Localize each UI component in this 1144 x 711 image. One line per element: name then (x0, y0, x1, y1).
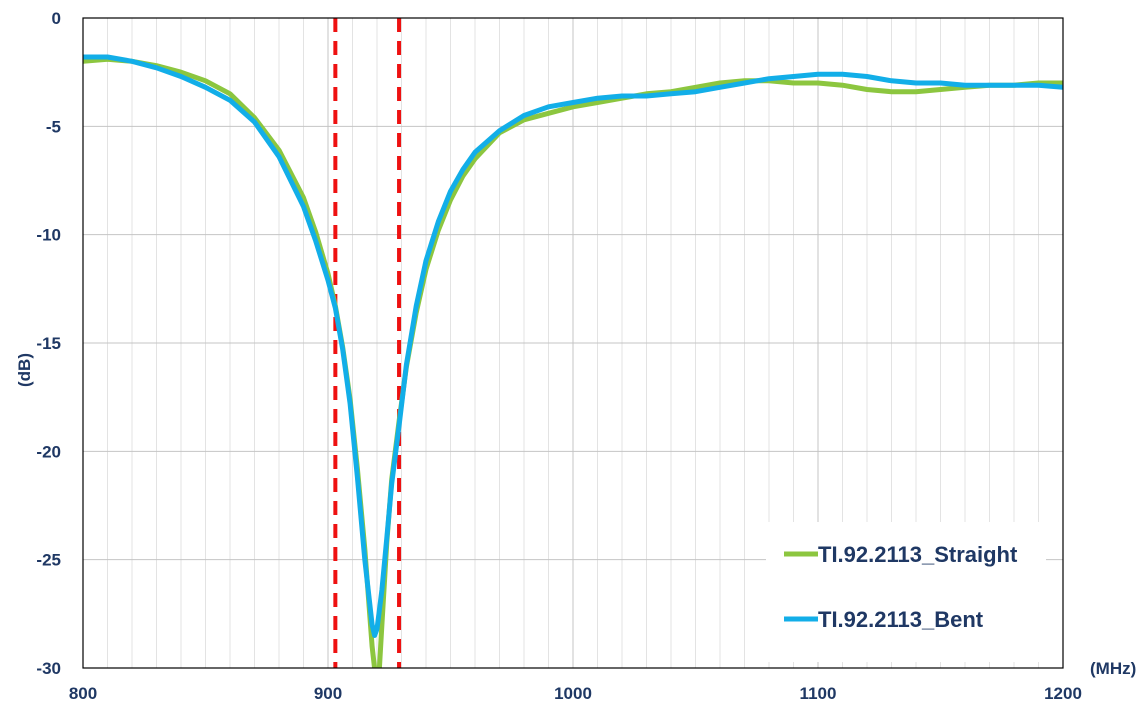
legend: TI.92.2113_Straight TI.92.2113_Bent (766, 522, 1046, 662)
series-lines (83, 54, 1063, 668)
legend-label-bent: TI.92.2113_Bent (818, 607, 984, 632)
y-axis-tick-labels: 0 -5 -10 -15 -20 -25 -30 (36, 9, 61, 678)
series-line-bent (83, 54, 1063, 638)
y-axis-title: (dB) (15, 353, 34, 387)
legend-background (766, 522, 1046, 662)
legend-label-straight: TI.92.2113_Straight (818, 542, 1018, 567)
plot-area-frame (82, 17, 1064, 669)
x-axis-tick-labels: 800 900 1000 1100 1200 (69, 684, 1082, 703)
y-tick-label: -20 (36, 442, 61, 461)
x-tick-label: 900 (314, 684, 342, 703)
y-tick-label: -30 (36, 659, 61, 678)
x-tick-label: 1100 (800, 684, 837, 703)
y-tick-label: -15 (36, 334, 61, 353)
x-tick-label: 800 (69, 684, 97, 703)
y-tick-label: -5 (46, 117, 61, 136)
series-line-straight (83, 56, 1063, 668)
y-tick-label: 0 (52, 9, 61, 28)
frequency-band-markers (333, 18, 402, 668)
y-tick-label: -25 (36, 551, 61, 570)
x-tick-label: 1000 (554, 684, 592, 703)
x-tick-label: 1200 (1044, 684, 1082, 703)
y-tick-label: -10 (36, 226, 61, 245)
x-axis-unit-label: (MHz) (1090, 659, 1136, 678)
